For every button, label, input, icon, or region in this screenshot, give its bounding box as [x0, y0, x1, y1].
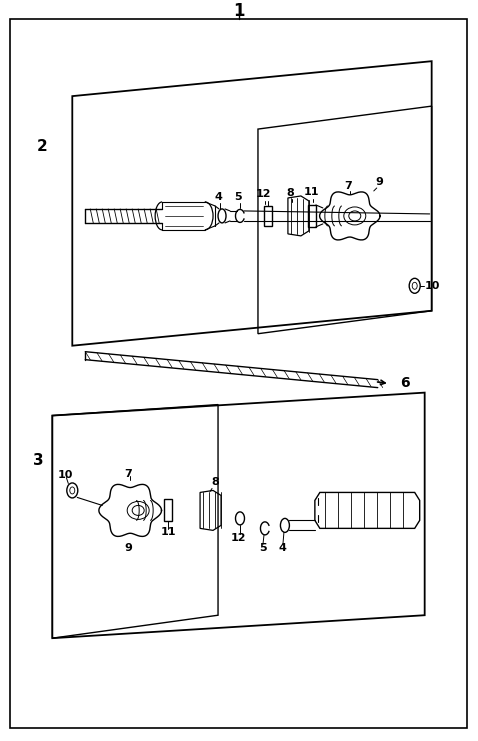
Text: 11: 11 [161, 528, 176, 537]
Text: 1: 1 [233, 2, 245, 20]
Bar [164, 499, 172, 522]
Text: 7: 7 [124, 470, 132, 479]
Text: 3: 3 [33, 453, 43, 468]
Text: 7: 7 [344, 181, 352, 191]
Text: 12: 12 [230, 534, 246, 543]
Text: 10: 10 [58, 471, 73, 480]
Text: 9: 9 [124, 543, 132, 554]
Text: 6: 6 [400, 376, 409, 390]
Text: 8: 8 [286, 188, 294, 198]
Text: 5: 5 [234, 192, 242, 202]
Text: 5: 5 [259, 543, 267, 554]
Text: 9: 9 [376, 177, 384, 187]
Bar [308, 205, 316, 227]
Text: 4: 4 [279, 543, 287, 554]
Text: 4: 4 [214, 192, 222, 202]
Text: 11: 11 [304, 187, 320, 197]
Text: 2: 2 [37, 139, 48, 153]
Bar [264, 206, 272, 226]
Text: 12: 12 [255, 189, 271, 199]
Text: 8: 8 [211, 477, 219, 488]
Text: 10: 10 [424, 281, 440, 290]
